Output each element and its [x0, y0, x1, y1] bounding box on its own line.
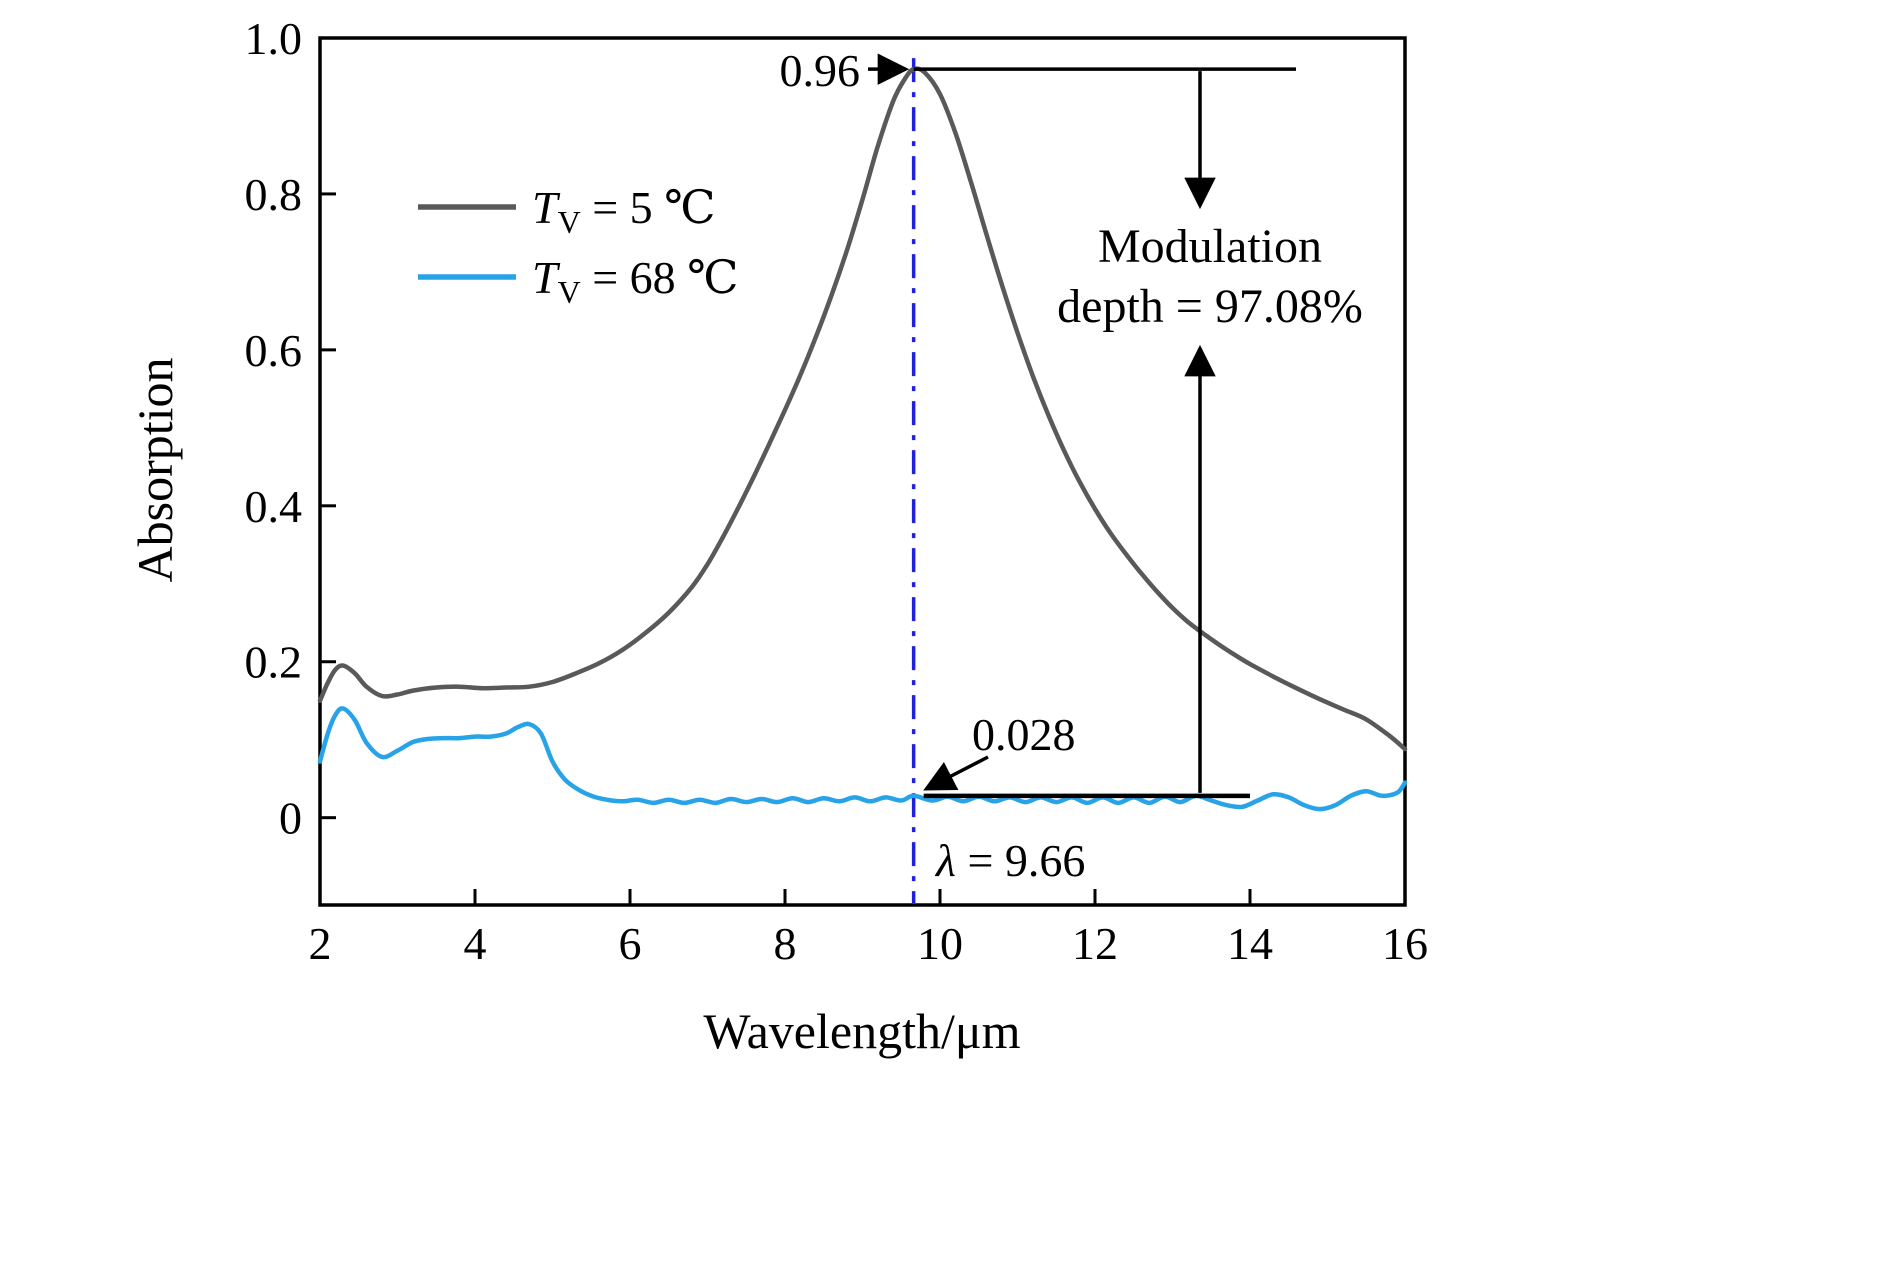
legend-sub-tv68: V: [558, 274, 581, 310]
x-tick-label: 14: [1227, 918, 1273, 969]
y-tick-label: 1.0: [245, 13, 303, 64]
x-tick-label: 4: [464, 918, 487, 969]
y-tick-label: 0: [279, 793, 302, 844]
x-tick-label: 2: [309, 918, 332, 969]
axes-border: [318, 36, 1407, 907]
plot-area: 2 4 6 8 10 12 14 16 0 0.2 0.4 0.6 0.8 1.0: [245, 13, 1429, 969]
y-tick-label: 0.6: [245, 325, 303, 376]
series-line-tv5: [317, 66, 1408, 752]
x-tick-label: 6: [619, 918, 642, 969]
y-tick-label: 0.2: [245, 637, 303, 688]
y-tick-label: 0.4: [245, 481, 303, 532]
y-tick-label: 0.8: [245, 169, 303, 220]
x-tick-label: 16: [1382, 918, 1428, 969]
x-axis-label: Wavelength/μm: [703, 1003, 1020, 1059]
low-arrow: [923, 755, 989, 791]
legend-rest-tv5: = 5 ℃: [581, 182, 716, 233]
legend-var-tv68: T: [532, 252, 561, 303]
low-value-annotation: 0.028: [972, 709, 1076, 760]
legend-sub-tv5: V: [558, 204, 581, 240]
legend-rest-tv68: = 68 ℃: [581, 252, 739, 303]
legend-var-tv5: T: [532, 182, 561, 233]
lambda-annotation: λ = 9.66: [934, 835, 1085, 886]
series-line-tv68: [317, 706, 1408, 812]
lambda-symbol: λ: [934, 835, 956, 886]
x-tick-label: 8: [774, 918, 797, 969]
lambda-rest: = 9.66: [956, 835, 1085, 886]
legend: TV = 5 ℃ TV = 68 ℃: [418, 182, 739, 310]
modulation-depth-line1: Modulation: [1098, 220, 1322, 273]
x-tick-label: 12: [1072, 918, 1118, 969]
y-axis-label: Absorption: [127, 358, 183, 583]
modulation-depth-line2: depth = 97.08%: [1057, 280, 1363, 333]
peak-value-annotation: 0.96: [780, 45, 861, 96]
x-tick-label: 10: [917, 918, 963, 969]
legend-label-tv68: TV = 68 ℃: [532, 252, 739, 310]
legend-label-tv5: TV = 5 ℃: [532, 182, 716, 240]
